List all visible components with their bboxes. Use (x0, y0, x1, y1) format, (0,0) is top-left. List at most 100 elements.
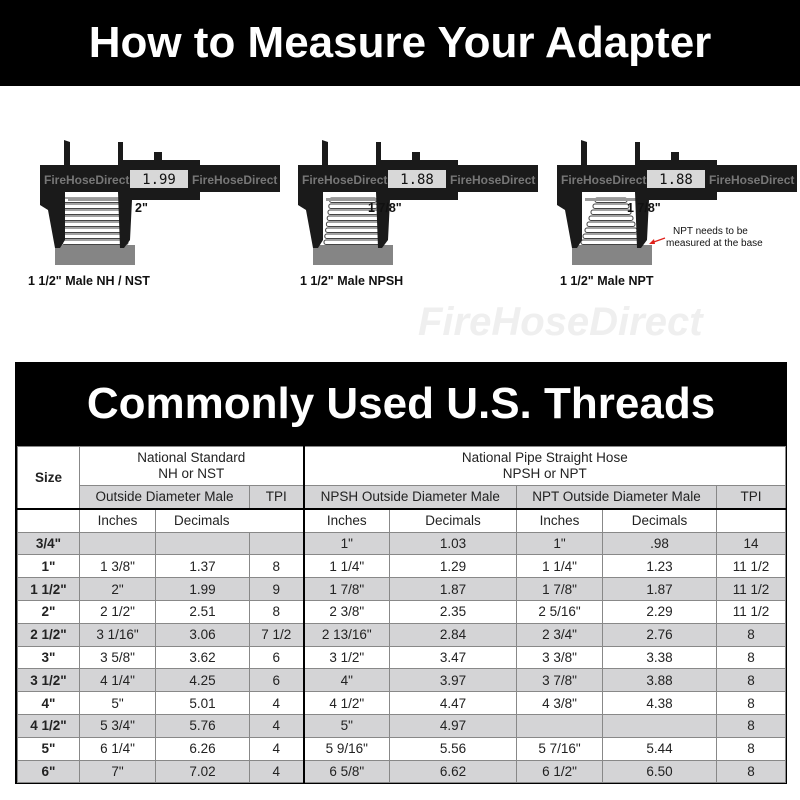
table-row: 4 1/2" 5 3/4" 5.76 4 5" 4.97 8 (17, 713, 787, 738)
size-header: Size (17, 445, 80, 510)
thread-ring (61, 227, 129, 233)
table-row: 4" 5" 5.01 4 4 1/2" 4.47 4 3/8" 4.38 8 (17, 691, 787, 715)
caliper-display (130, 170, 188, 188)
thread-ring (325, 221, 381, 227)
table-cell: 1.23 (602, 554, 718, 579)
table-cell: 2.84 (389, 622, 518, 647)
table-cell: 4 (248, 736, 305, 761)
npsh-od-header: NPSH Outside Diameter Male (302, 484, 518, 510)
table-cell: 3.62 (155, 645, 250, 670)
caliper-measurement: 1 7/8" (627, 201, 661, 215)
thread-ring (592, 203, 630, 209)
nh-group-header-line2: NH or NST (158, 466, 225, 481)
table-cell: 4.38 (602, 691, 718, 715)
subheader-decimals: Decimals (154, 508, 305, 533)
table-cell: 1.29 (389, 554, 518, 579)
caliper-readout: 1.99 (142, 172, 176, 188)
table-row: 2" 2 1/2" 2.51 8 2 3/8" 2.35 2 5/16" 2.29 11 1/2 (17, 599, 787, 624)
table-cell: 2" (79, 577, 156, 601)
table-cell: 3.97 (389, 668, 518, 693)
npt-od-header: NPT Outside Diameter Male (516, 484, 718, 510)
table-cell: 11 1/2 (716, 577, 787, 601)
thread-ring (61, 221, 129, 227)
caliper-measurement: 2" (135, 201, 148, 215)
watermark-logo: FireHoseDirect (418, 300, 703, 344)
table-cell: 8 (248, 599, 305, 624)
thread-ring (584, 227, 638, 233)
table-cell: 6.26 (155, 736, 250, 761)
table-cell: 1.99 (155, 577, 250, 601)
table-cell: 4 3/8" (516, 691, 604, 715)
thread-ring (586, 221, 636, 227)
caliper-upper-moving-jaw (118, 142, 200, 165)
table-cell: 8 (716, 622, 787, 647)
caliper-upper-moving-jaw (376, 142, 458, 165)
table-cell: .98 (602, 531, 718, 556)
table-cell: 3.47 (389, 645, 518, 670)
caliper-illustrations: 1.99 FireHoseDirect FireHoseDirect 2" 1.88 Fi… (40, 140, 797, 265)
thread-ring (61, 215, 129, 221)
table-cell: 1 1/4" (302, 554, 391, 579)
caliper-thumb-knob (671, 152, 679, 160)
thread-top (326, 198, 382, 201)
caliper-lower-fixed-jaw (40, 192, 65, 248)
thread-ring (61, 209, 129, 215)
caliper-readout: 1.88 (400, 172, 434, 188)
table-cell: 1.87 (602, 577, 718, 601)
table-cell: 1 1/4" (516, 554, 604, 579)
adapter-base (313, 245, 393, 265)
table-cell: 2.29 (602, 599, 718, 624)
thread-ring (590, 209, 632, 215)
table-cell: 1" (17, 554, 80, 579)
caliper-upper-fixed-jaw (581, 140, 587, 165)
table-cell: 1 7/8" (302, 577, 391, 601)
table-cell: 3/4" (17, 531, 80, 556)
table-cell: 3" (17, 645, 80, 670)
table-cell: 14 (716, 531, 787, 556)
caliper-readout: 1.88 (659, 172, 693, 188)
table-row: 3/4" 1" 1.03 1" .98 14 (17, 531, 787, 556)
thread-top (585, 198, 641, 201)
caliper-display (647, 170, 705, 188)
table-cell (248, 531, 305, 556)
table-row: 1 1/2" 2" 1.99 9 1 7/8" 1.87 1 7/8" 1.87 11 1/2 (17, 577, 787, 601)
table-cell: 3 5/8" (79, 645, 156, 670)
table-cell: 8 (716, 713, 787, 738)
caliper-watermark: FireHoseDirect (450, 173, 535, 187)
table-row: 3" 3 5/8" 3.62 6 3 1/2" 3.47 3 3/8" 3.38 8 (17, 645, 787, 670)
caliper-watermark: FireHoseDirect (709, 173, 794, 187)
table-cell: 3 1/2" (17, 668, 80, 693)
table-cell (155, 531, 250, 556)
thread-ring (61, 239, 129, 245)
table-cell: 3 7/8" (516, 668, 604, 693)
page-title: How to Measure Your Adapter (0, 0, 800, 86)
thread-ring (61, 203, 129, 209)
caliper-lock (184, 192, 190, 197)
caliper-upper-moving-jaw (635, 142, 717, 165)
nh-od-header: Outside Diameter Male (79, 484, 250, 510)
table-cell (516, 713, 604, 738)
caliper-lock (442, 192, 448, 197)
table-cell: 4.25 (155, 668, 250, 693)
thread-ring (323, 239, 383, 245)
caliper-upper-fixed-jaw (322, 140, 328, 165)
caliper-upper-fixed-jaw (64, 140, 70, 165)
caliper-lower-moving-jaw (118, 192, 200, 248)
table-cell: 5.44 (602, 736, 718, 761)
table-cell: 2 1/2" (17, 622, 80, 647)
table-cell: 6 1/4" (79, 736, 156, 761)
thread-ring (326, 215, 380, 221)
table-cell: 1 1/2" (17, 577, 80, 601)
caliper-watermark: FireHoseDirect (561, 173, 646, 187)
table-cell: 8 (716, 759, 787, 784)
thread-top (68, 198, 124, 201)
table-cell: 1" (516, 531, 604, 556)
caliper-display (388, 170, 446, 188)
table-cell: 3 3/8" (516, 645, 604, 670)
table-cell: 11 1/2 (716, 554, 787, 579)
caliper-label-nh: 1 1/2" Male NH / NST (28, 274, 150, 288)
adapter-base (572, 245, 652, 265)
table-row: 2 1/2" 3 1/16" 3.06 7 1/2 2 13/16" 2.84 2 3/4"… (17, 622, 787, 647)
npsh-group-header-line1: National Pipe Straight Hose (461, 450, 628, 465)
